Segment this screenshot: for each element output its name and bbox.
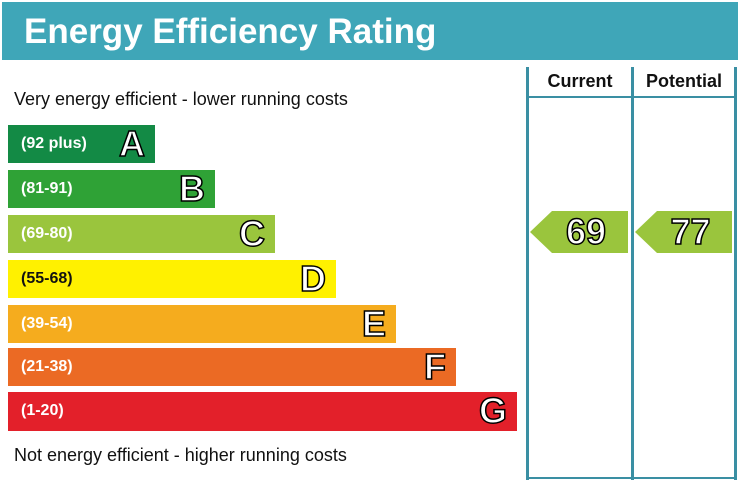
column-divider	[631, 67, 634, 480]
band-range: (92 plus)	[21, 135, 87, 152]
band-b: (81-91) B	[8, 168, 215, 209]
band-range: (39-54)	[21, 315, 73, 332]
band-letter: B	[178, 168, 206, 209]
potential-rating-value: 77	[670, 211, 712, 253]
current-arrow-shape	[530, 211, 628, 253]
column-divider	[734, 67, 737, 480]
potential-column-header: Potential	[645, 71, 722, 91]
potential-arrow-shape	[635, 211, 732, 253]
band-letter: E	[361, 303, 387, 344]
band-a: (92 plus) A	[8, 123, 155, 164]
current-rating-value: 69	[565, 211, 607, 253]
band-g: (1-20) G	[8, 390, 517, 431]
band-range: (69-80)	[21, 225, 73, 242]
title-bar: Energy Efficiency Rating	[2, 2, 738, 60]
band-letter: D	[299, 258, 327, 299]
band-range: (55-68)	[21, 270, 73, 287]
column-divider	[526, 67, 529, 480]
band-e: (39-54) E	[8, 303, 396, 344]
top-caption: Very energy efficient - lower running co…	[14, 89, 348, 109]
current-column-header: Current	[547, 71, 613, 91]
band-f: (21-38) F	[8, 346, 456, 387]
band-letter: F	[423, 346, 447, 387]
band-d: (55-68) D	[8, 258, 336, 299]
header-divider	[526, 96, 737, 98]
band-range: (21-38)	[21, 358, 73, 375]
band-letter: A	[118, 123, 146, 164]
band-c: (69-80) C	[8, 213, 275, 254]
bottom-divider	[526, 477, 737, 479]
chart-title: Energy Efficiency Rating	[24, 12, 437, 51]
current-rating-arrow: 69	[530, 211, 628, 253]
band-letter: C	[238, 213, 266, 254]
band-range: (81-91)	[21, 180, 73, 197]
bottom-caption: Not energy efficient - higher running co…	[14, 445, 347, 465]
band-range: (1-20)	[21, 402, 64, 419]
potential-rating-arrow: 77	[635, 211, 732, 253]
band-letter: G	[478, 390, 508, 431]
